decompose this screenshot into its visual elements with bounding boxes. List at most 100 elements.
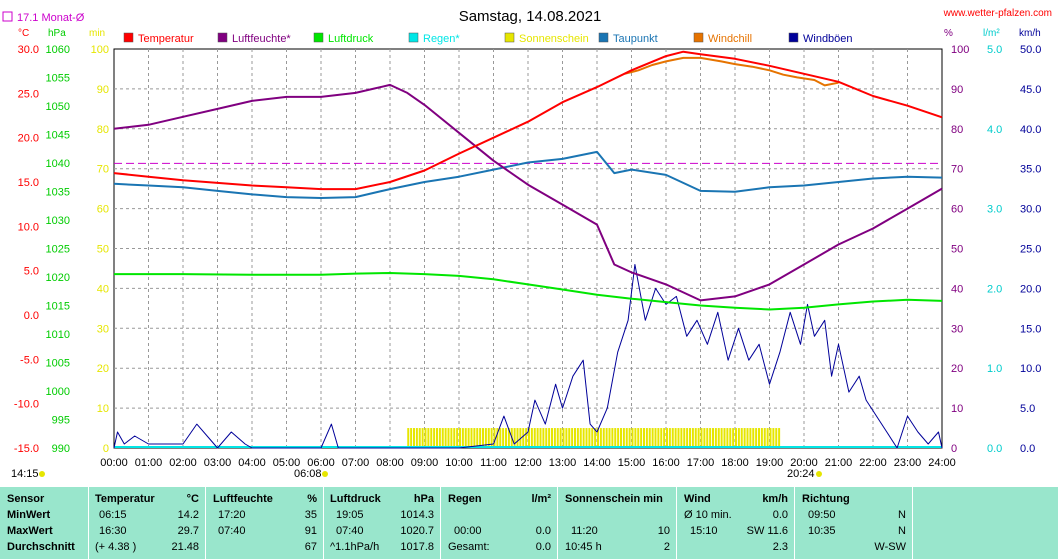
- legend-label: Temperatur: [138, 33, 194, 45]
- pressure-tick-label: 1010: [46, 329, 70, 341]
- sunshine-bar: [415, 428, 418, 448]
- sunshine-bar: [686, 428, 689, 448]
- sunshine-bar: [720, 428, 723, 448]
- sunshine-bar: [763, 428, 766, 448]
- sunshine-bar: [559, 428, 562, 448]
- wind-tick-label: 10.0: [1020, 363, 1041, 375]
- stats-cell: 2: [663, 541, 670, 553]
- pressure-tick-label: 1045: [46, 130, 70, 142]
- sunshine-bar: [674, 428, 677, 448]
- sunshine-bar: [666, 428, 668, 448]
- stats-cell: 14.2: [177, 509, 199, 521]
- site-link[interactable]: www.wetter-pfalzen.com: [943, 8, 1052, 19]
- stats-row-label: MaxWert: [7, 525, 53, 537]
- sunshine-bar: [453, 428, 456, 448]
- time-tick-label: 00:00: [100, 457, 128, 469]
- time-tick-label: 02:00: [169, 457, 197, 469]
- stats-cell: Ø 10 min.: [684, 509, 732, 521]
- sun-tick-label: 70: [97, 164, 109, 176]
- legend: Temperatur Luftfeuchte* Luftdruck Regen* Son…: [123, 32, 853, 45]
- sunshine-bar: [772, 428, 775, 448]
- stats-col-temp: Temperatur °C 06:15 14.2 16:30 29.7 (+ 4…: [89, 487, 206, 559]
- sunshine-bar: [490, 428, 493, 448]
- time-tick-label: 15:00: [618, 457, 646, 469]
- pressure-tick-label: 1040: [46, 158, 70, 170]
- time-tick-label: 17:00: [687, 457, 715, 469]
- stats-header-rain-unit: l/m²: [531, 493, 551, 505]
- sunshine-bar: [723, 428, 726, 448]
- wind-tick-label: 30.0: [1020, 204, 1041, 216]
- sunshine-bar: [461, 428, 464, 448]
- temp-unit: °C: [18, 28, 29, 39]
- sun-tick-label: 90: [97, 84, 109, 96]
- sunshine-bar: [743, 428, 746, 448]
- sunshine-bar: [625, 428, 628, 448]
- temp-tick-label: 25.0: [18, 88, 39, 100]
- sunshine-bar: [694, 428, 697, 448]
- legend-swatch: [693, 32, 704, 43]
- sunshine-bar: [418, 428, 421, 448]
- sunshine-bar: [424, 428, 427, 448]
- time-tick-label: 05:00: [273, 457, 301, 469]
- stats-header-humidity: Luftfeuchte: [213, 493, 273, 505]
- sun-tick-label: 10: [97, 403, 109, 415]
- sunshine-bar: [436, 428, 438, 448]
- rain-tick-label: 1.0: [987, 363, 1002, 375]
- sunshine-bar: [599, 428, 602, 448]
- legend-swatch: [123, 32, 134, 43]
- plot-area: [113, 48, 943, 449]
- stats-cell: N: [898, 509, 906, 521]
- sunshine-bar: [628, 428, 631, 448]
- sunshine-bar: [654, 428, 657, 448]
- legend-label: Regen*: [423, 33, 460, 45]
- sunshine-bar: [597, 428, 599, 448]
- stats-col-sunshine: Sonnenschein min 11:20 10 10:45 h 2: [558, 487, 677, 559]
- sunshine-bar: [450, 428, 453, 448]
- pressure-tick-label: 1035: [46, 187, 70, 199]
- stats-header-direction: Richtung: [802, 493, 850, 505]
- sunshine-bar: [459, 428, 461, 448]
- series-line-taupunkt: [113, 150, 943, 199]
- legend-swatch: [788, 32, 799, 43]
- time-tick-label: 04:00: [238, 457, 266, 469]
- stats-cell: 1020.7: [400, 525, 434, 537]
- stats-cell: 29.7: [177, 525, 199, 537]
- stats-header-temp: Temperatur: [95, 493, 155, 505]
- rain-tick-label: 4.0: [987, 124, 1002, 136]
- time-tick-label: 14:00: [583, 457, 611, 469]
- series-line-windben: [113, 264, 943, 449]
- sun-tick-label: 80: [97, 124, 109, 136]
- humidity-tick-label: 0: [951, 443, 957, 455]
- sunshine-bar: [683, 428, 686, 448]
- pressure-tick-label: 1020: [46, 272, 70, 284]
- sunshine-bar: [712, 428, 714, 448]
- stats-header-temp-unit: °C: [186, 493, 199, 505]
- sunshine-bar: [697, 428, 700, 448]
- sunshine-bar: [677, 428, 680, 448]
- stats-cell: 0.0: [772, 509, 788, 521]
- sunshine-bar: [703, 428, 706, 448]
- sunshine-bar: [502, 428, 505, 448]
- sunshine-bar: [556, 428, 559, 448]
- sun-tick-label: 50: [97, 244, 109, 256]
- sunshine-bar: [456, 428, 459, 448]
- sunshine-bar: [482, 428, 484, 448]
- time-tick-label: 03:00: [204, 457, 232, 469]
- sunshine-bar: [594, 428, 597, 448]
- sunshine-bar: [413, 428, 415, 448]
- series-line-windchill: [624, 56, 839, 87]
- monthly-avg-label: 17.1 Monat-Ø: [17, 12, 85, 24]
- sunshine-bar: [562, 428, 565, 448]
- stats-col-humidity: Luftfeuchte % 17:20 35 07:40 91 67: [206, 487, 324, 559]
- sunshine-bar: [444, 428, 447, 448]
- wind-tick-label: 45.0: [1020, 84, 1041, 96]
- stats-cell: 0.0: [535, 525, 551, 537]
- temp-tick-label: 10.0: [18, 221, 39, 233]
- sunshine-bar: [778, 428, 781, 448]
- sunshine-bar: [576, 428, 579, 448]
- wind-tick-label: 15.0: [1020, 323, 1041, 335]
- axis-ticks: 30.0 25.0 20.0 15.0 10.0 5.0 0.0 -5.0 -10.0 -15.0…: [14, 44, 1042, 469]
- stats-col-wind: Wind km/h Ø 10 min. 0.0 15:10 SW 11.6 2.…: [677, 487, 795, 559]
- time-tick-label: 09:00: [411, 457, 439, 469]
- wind-tick-label: 5.0: [1020, 403, 1035, 415]
